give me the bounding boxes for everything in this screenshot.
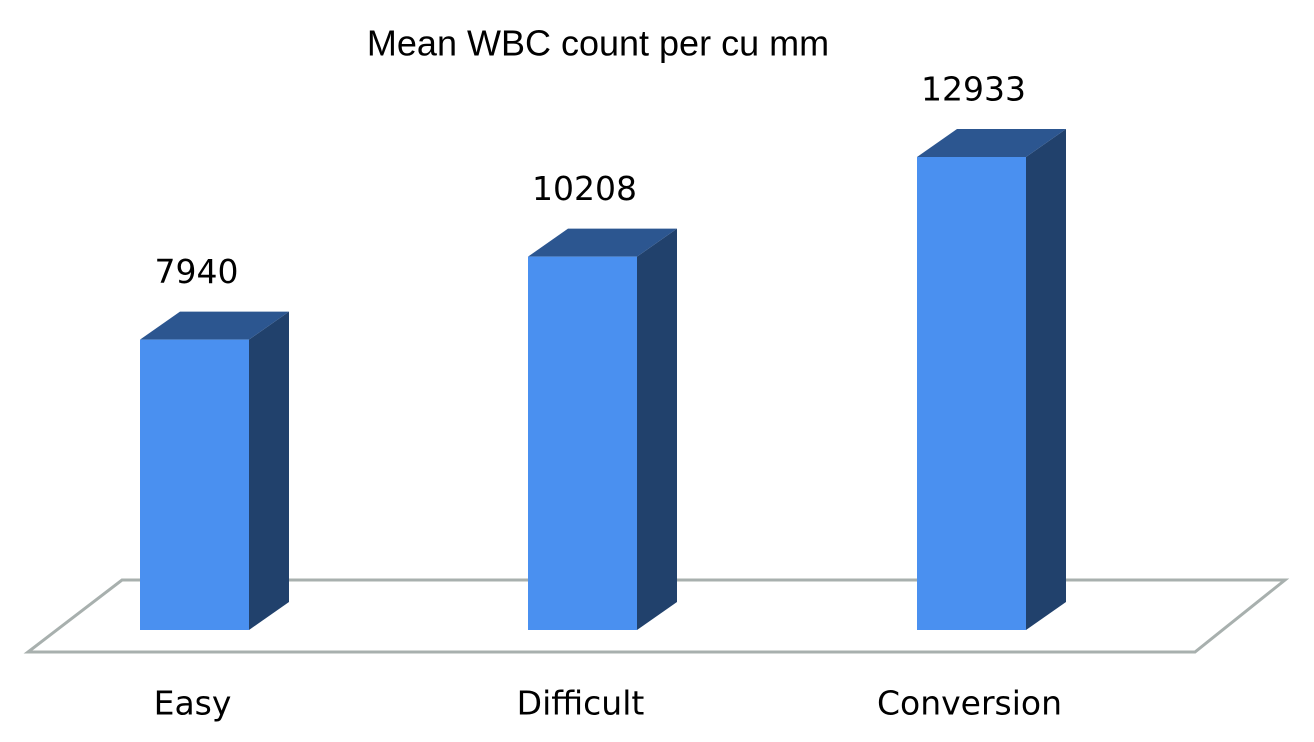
value-label: 12933 bbox=[921, 70, 1026, 109]
bar-side bbox=[249, 311, 289, 630]
x-tick-label: Easy bbox=[154, 684, 232, 723]
x-tick-label: Conversion bbox=[877, 684, 1062, 723]
bar-side bbox=[637, 228, 677, 630]
x-tick-label: Difficult bbox=[517, 684, 645, 723]
value-label: 7940 bbox=[155, 252, 239, 291]
bar bbox=[917, 129, 1066, 630]
bar-front bbox=[528, 256, 637, 630]
bar bbox=[528, 228, 677, 630]
bar-top bbox=[917, 129, 1066, 157]
bar-side bbox=[1026, 129, 1066, 630]
bar-top bbox=[528, 228, 677, 257]
chart-title: Mean WBC count per cu mm bbox=[367, 23, 829, 64]
bar-front bbox=[140, 339, 249, 630]
bar-front bbox=[917, 157, 1026, 630]
value-label: 10208 bbox=[532, 169, 637, 208]
bar-top bbox=[140, 311, 289, 340]
bar bbox=[140, 311, 289, 630]
